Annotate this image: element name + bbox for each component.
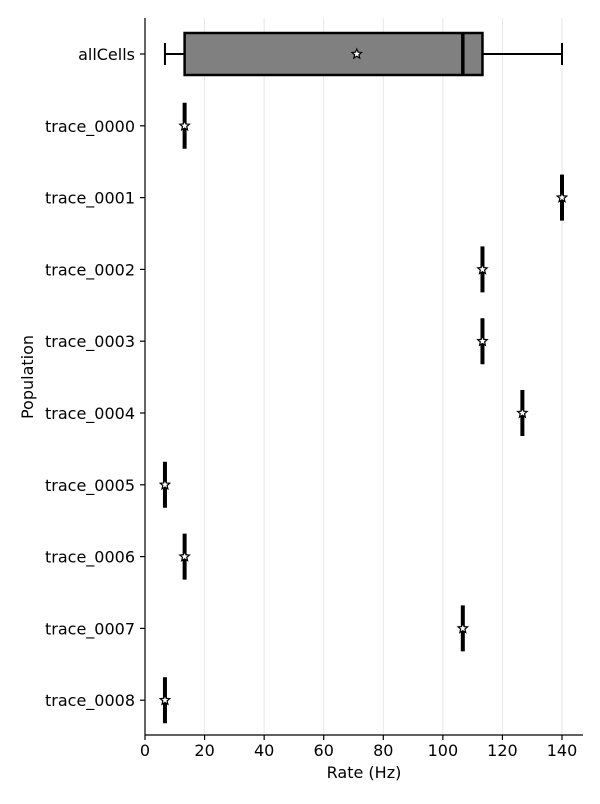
box-allCells bbox=[163, 31, 563, 77]
y-tick-label: trace_0008 bbox=[45, 691, 135, 711]
mean-marker bbox=[476, 262, 489, 275]
mean-marker bbox=[555, 191, 569, 203]
x-tick-label: 120 bbox=[487, 741, 518, 760]
y-tick-label: allCells bbox=[78, 45, 135, 64]
box-trace_0007 bbox=[456, 605, 470, 652]
mean-marker bbox=[350, 47, 364, 60]
box-trace_0003 bbox=[476, 318, 489, 365]
x-tick-label: 0 bbox=[140, 741, 150, 760]
x-tick-label: 20 bbox=[194, 741, 214, 760]
axis-layer bbox=[144, 18, 583, 736]
mean-marker bbox=[476, 334, 489, 347]
mean-marker bbox=[178, 119, 191, 132]
box-trace_0002 bbox=[476, 246, 489, 293]
x-axis-title: Rate (Hz) bbox=[327, 763, 402, 782]
y-tick-label: trace_0002 bbox=[45, 260, 135, 280]
box-body bbox=[183, 31, 484, 77]
box-trace_0004 bbox=[516, 390, 529, 436]
mean-marker bbox=[158, 693, 172, 706]
y-tick-label: trace_0006 bbox=[45, 548, 135, 568]
box-trace_0008 bbox=[158, 677, 172, 724]
box-trace_0006 bbox=[178, 533, 191, 580]
x-tick-label: 100 bbox=[428, 741, 459, 760]
x-tick-label: 40 bbox=[254, 741, 274, 760]
mean-marker bbox=[178, 550, 191, 562]
y-tick-label: trace_0003 bbox=[45, 332, 135, 352]
x-tick-label: 140 bbox=[547, 741, 578, 760]
mean-marker bbox=[158, 478, 172, 491]
box-layer bbox=[158, 31, 569, 724]
x-tick-label: 60 bbox=[314, 741, 334, 760]
y-tick-label: trace_0000 bbox=[45, 117, 135, 137]
mean-marker bbox=[516, 406, 529, 419]
y-tick-label: trace_0007 bbox=[45, 619, 135, 639]
y-tick-label: trace_0004 bbox=[45, 404, 135, 424]
grid-layer bbox=[204, 18, 563, 735]
y-tick-layer: allCells trace_0000 trace_0001 trace_0002tr… bbox=[45, 45, 145, 711]
y-tick-label: trace_0001 bbox=[45, 189, 135, 209]
box-trace_0001 bbox=[555, 174, 569, 221]
mean-marker bbox=[456, 621, 470, 634]
y-tick-label: trace_0005 bbox=[45, 476, 135, 496]
box-trace_0000 bbox=[178, 102, 191, 149]
x-tick-label: 80 bbox=[373, 741, 393, 760]
y-axis-title: Population bbox=[18, 335, 37, 419]
box-trace_0005 bbox=[158, 461, 172, 508]
x-tick-layer: 0 20 40 60 80 100 120 140 bbox=[140, 735, 577, 760]
